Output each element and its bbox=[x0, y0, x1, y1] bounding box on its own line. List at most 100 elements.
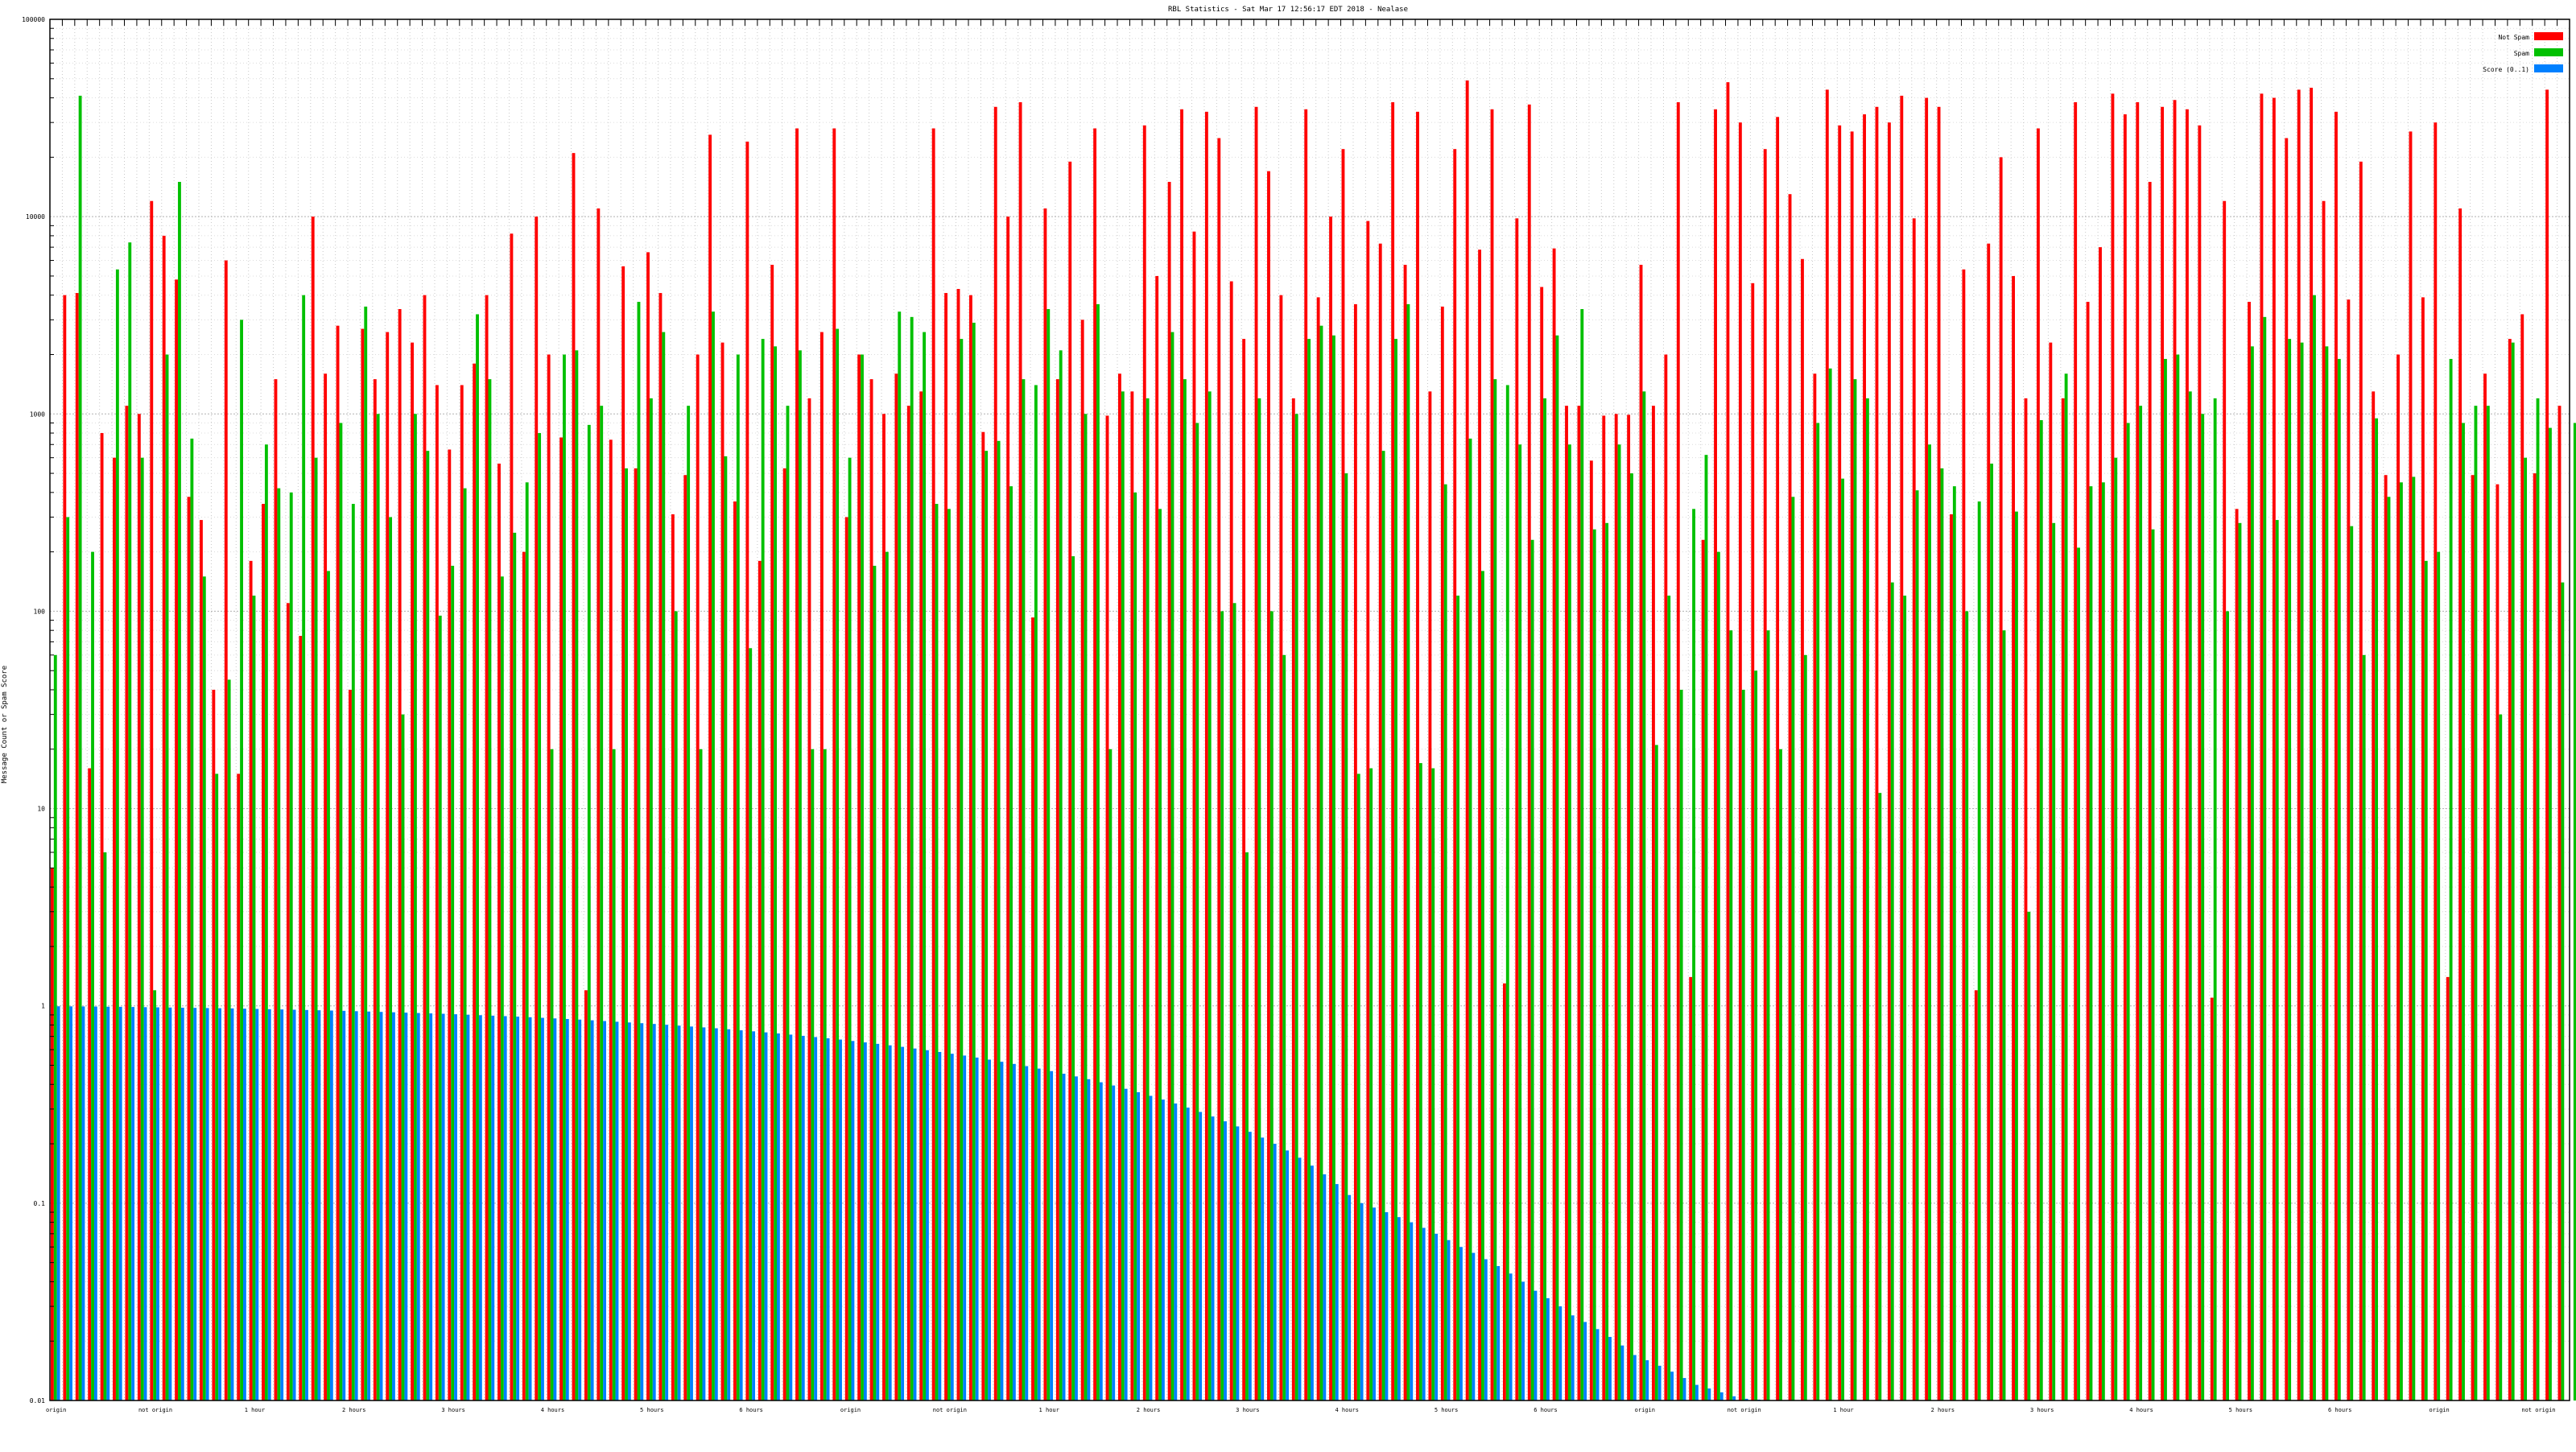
bar-1-23 bbox=[339, 423, 343, 1400]
bar-2-136 bbox=[1744, 1398, 1748, 1400]
bar-0-81 bbox=[1055, 379, 1059, 1401]
bar-2-2 bbox=[81, 1006, 85, 1400]
bar-1-128 bbox=[1642, 391, 1646, 1401]
bar-2-10 bbox=[180, 1007, 184, 1400]
bar-1-163 bbox=[2077, 547, 2080, 1400]
bar-0-156 bbox=[1987, 243, 1991, 1400]
bar-0-46 bbox=[621, 266, 625, 1400]
bar-2-5 bbox=[118, 1006, 122, 1400]
bar-1-31 bbox=[438, 615, 442, 1400]
bar-0-68 bbox=[894, 373, 898, 1400]
bar-1-87 bbox=[1133, 492, 1137, 1400]
bar-0-105 bbox=[1353, 303, 1357, 1401]
bar-2-71 bbox=[938, 1051, 942, 1400]
bar-1-199 bbox=[2524, 457, 2528, 1400]
bar-1-27 bbox=[389, 517, 393, 1400]
bar-0-20 bbox=[299, 636, 303, 1400]
bar-2-116 bbox=[1496, 1265, 1501, 1400]
bar-2-19 bbox=[292, 1009, 296, 1400]
bar-0-132 bbox=[1689, 976, 1693, 1400]
bar-0-125 bbox=[1602, 415, 1606, 1401]
bar-0-173 bbox=[2198, 125, 2202, 1400]
bar-2-43 bbox=[590, 1020, 594, 1400]
bar-0-169 bbox=[2148, 181, 2152, 1400]
bar-1-57 bbox=[761, 339, 765, 1401]
bar-2-122 bbox=[1571, 1315, 1575, 1400]
bar-0-193 bbox=[2446, 976, 2450, 1400]
bar-0-7 bbox=[137, 414, 141, 1401]
bar-1-164 bbox=[2089, 486, 2093, 1400]
bar-0-56 bbox=[745, 141, 749, 1401]
bar-1-26 bbox=[376, 414, 380, 1401]
bar-2-3 bbox=[93, 1006, 97, 1400]
bar-2-38 bbox=[528, 1017, 532, 1400]
bar-0-75 bbox=[981, 431, 985, 1400]
bar-1-149 bbox=[1903, 596, 1907, 1400]
bar-2-129 bbox=[1657, 1365, 1662, 1400]
x-tick-label: 1 hour bbox=[1833, 1407, 1853, 1413]
bar-1-187 bbox=[2375, 418, 2379, 1401]
bar-0-88 bbox=[1142, 125, 1146, 1400]
bar-1-55 bbox=[736, 354, 740, 1400]
bar-0-60 bbox=[795, 128, 799, 1400]
bar-1-97 bbox=[1257, 398, 1261, 1400]
y-tick-label: 10 bbox=[37, 806, 45, 813]
bar-1-92 bbox=[1195, 423, 1199, 1400]
bar-0-40 bbox=[547, 354, 551, 1400]
bar-1-132 bbox=[1692, 509, 1695, 1400]
bar-0-66 bbox=[869, 379, 873, 1401]
bar-2-64 bbox=[851, 1041, 855, 1400]
bar-1-162 bbox=[2064, 373, 2068, 1400]
bar-0-8 bbox=[150, 200, 154, 1400]
bar-0-2 bbox=[75, 293, 79, 1400]
bar-0-146 bbox=[1863, 114, 1866, 1401]
y-tick-label: 0.1 bbox=[34, 1200, 46, 1207]
bar-1-16 bbox=[252, 596, 256, 1400]
bar-2-65 bbox=[863, 1042, 867, 1400]
bar-1-40 bbox=[550, 749, 554, 1400]
bar-0-139 bbox=[1776, 117, 1780, 1400]
bar-2-26 bbox=[379, 1012, 383, 1400]
bar-1-100 bbox=[1294, 414, 1298, 1401]
bar-0-121 bbox=[1552, 248, 1556, 1401]
bar-1-161 bbox=[2052, 522, 2056, 1400]
bar-0-188 bbox=[2384, 475, 2388, 1400]
x-tick-label: 1 hour bbox=[1039, 1407, 1059, 1413]
bar-2-0 bbox=[56, 1006, 60, 1400]
bar-0-176 bbox=[2235, 509, 2239, 1400]
bar-2-61 bbox=[814, 1037, 818, 1400]
bar-0-109 bbox=[1403, 264, 1407, 1400]
bar-0-90 bbox=[1167, 181, 1171, 1400]
bar-1-120 bbox=[1543, 398, 1546, 1400]
bar-2-50 bbox=[677, 1025, 681, 1400]
y-tick-label: 0.01 bbox=[30, 1397, 45, 1405]
bar-0-16 bbox=[249, 560, 253, 1400]
bar-2-45 bbox=[615, 1021, 619, 1400]
bar-0-13 bbox=[212, 689, 216, 1400]
bar-2-66 bbox=[876, 1043, 880, 1400]
bar-1-171 bbox=[2176, 354, 2180, 1400]
bar-0-1 bbox=[63, 295, 67, 1400]
bar-2-121 bbox=[1558, 1306, 1563, 1400]
bar-1-94 bbox=[1220, 611, 1224, 1400]
bar-1-186 bbox=[2362, 654, 2366, 1400]
bar-1-89 bbox=[1158, 509, 1162, 1400]
bar-0-182 bbox=[2310, 88, 2314, 1401]
bar-2-118 bbox=[1521, 1281, 1525, 1400]
bar-0-11 bbox=[187, 497, 191, 1400]
bar-1-68 bbox=[898, 311, 902, 1400]
bar-0-3 bbox=[88, 768, 92, 1400]
bar-2-9 bbox=[168, 1007, 172, 1400]
bar-0-30 bbox=[423, 295, 427, 1400]
bar-0-141 bbox=[1801, 258, 1804, 1400]
bar-1-177 bbox=[2250, 346, 2254, 1400]
bar-0-200 bbox=[2533, 473, 2537, 1400]
bar-2-48 bbox=[652, 1024, 656, 1400]
bar-0-143 bbox=[1825, 89, 1829, 1400]
bar-0-23 bbox=[336, 325, 340, 1401]
bar-2-124 bbox=[1596, 1329, 1600, 1400]
bar-1-63 bbox=[836, 328, 840, 1400]
bar-2-114 bbox=[1472, 1252, 1476, 1400]
bar-1-146 bbox=[1865, 398, 1869, 1400]
bar-0-85 bbox=[1105, 415, 1109, 1401]
